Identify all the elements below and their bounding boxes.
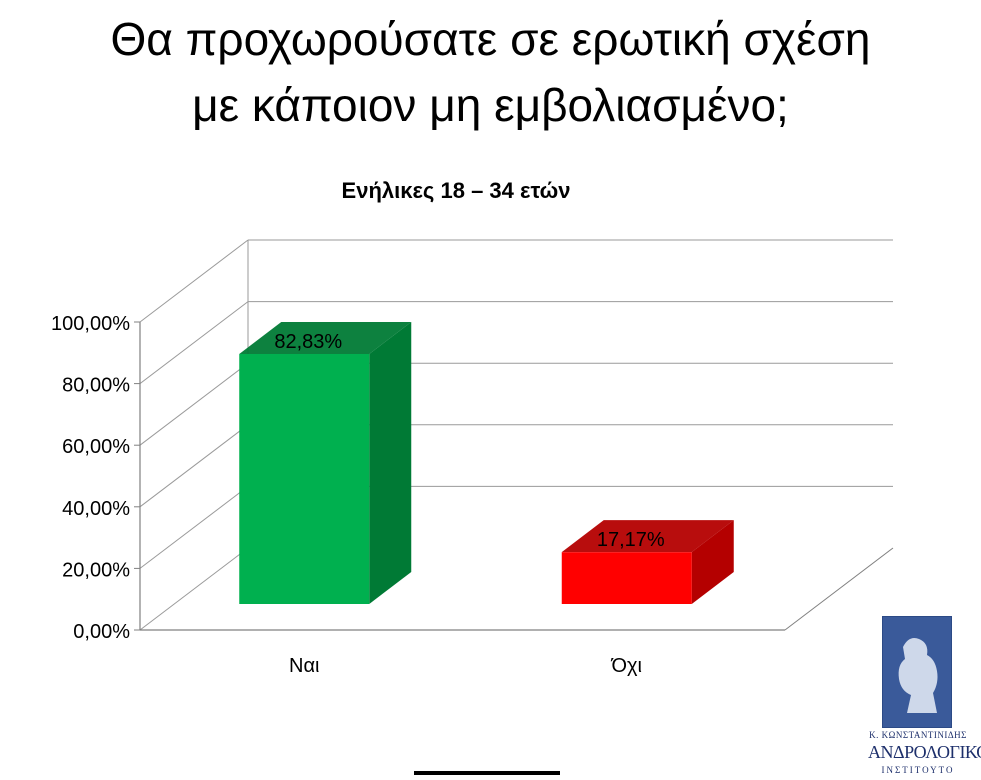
y-tick-label: 40,00% <box>62 498 130 520</box>
logo-line-3: ΙΝΣΤΙΤΟΥΤΟ <box>881 765 955 775</box>
gridline-side <box>139 486 249 569</box>
gridline-side <box>139 301 249 384</box>
floor-right-edge <box>784 547 894 631</box>
gridline-side <box>139 424 249 508</box>
institute-logo: Κ. ΚΩΝΣΤΑΝΤΙΝΙΔΗΣ ΑΝΔΡΟΛΟΓΙΚΟ ΙΝΣΤΙΤΟΥΤΟ <box>868 614 981 780</box>
slide-title: Θα προχωρούσατε σε ερωτική σχέση με κάπο… <box>0 6 981 138</box>
x-tick-label: Όχι <box>611 655 642 677</box>
logo-line-1: Κ. ΚΩΝΣΤΑΝΤΙΝΙΔΗΣ <box>869 730 967 740</box>
y-tick-label: 60,00% <box>62 436 130 458</box>
bar-side-2 <box>691 520 734 604</box>
gridline-side <box>139 547 249 631</box>
slide-title-line-1: Θα προχωρούσατε σε ερωτική σχέση <box>110 13 871 65</box>
bar-side-1 <box>369 321 412 604</box>
x-tick-label: Ναι <box>289 655 319 677</box>
x-axis: Ναι Όχι <box>289 655 642 677</box>
y-tick-label: 20,00% <box>62 559 130 581</box>
logo-line-2: ΑΝΔΡΟΛΟΓΙΚΟ <box>868 742 981 762</box>
y-axis: 0,00% 20,00% 40,00% 60,00% 80,00% 100,00% <box>51 313 785 643</box>
bar-1 <box>239 353 370 604</box>
bar-top-2 <box>561 520 734 553</box>
y-tick-label: 80,00% <box>62 375 130 397</box>
bars <box>239 321 734 604</box>
y-tick-label: 100,00% <box>51 313 130 335</box>
y-tick-label: 0,00% <box>73 621 130 643</box>
bottom-bar <box>414 771 560 775</box>
thinker-statue-icon <box>882 616 952 728</box>
chart-title: Ενήλικες 18 – 34 ετών <box>342 178 571 203</box>
slide-title-line-2: με κάποιον μη εμβολιασμένο; <box>192 79 789 131</box>
data-labels: 82,83% 17,17% <box>274 331 665 551</box>
data-label: 82,83% <box>274 331 342 353</box>
bar-top-1 <box>239 321 412 354</box>
data-label: 17,17% <box>597 529 665 551</box>
bar-2 <box>561 552 692 604</box>
gridline-side <box>139 362 249 446</box>
gridline-side <box>139 239 249 323</box>
